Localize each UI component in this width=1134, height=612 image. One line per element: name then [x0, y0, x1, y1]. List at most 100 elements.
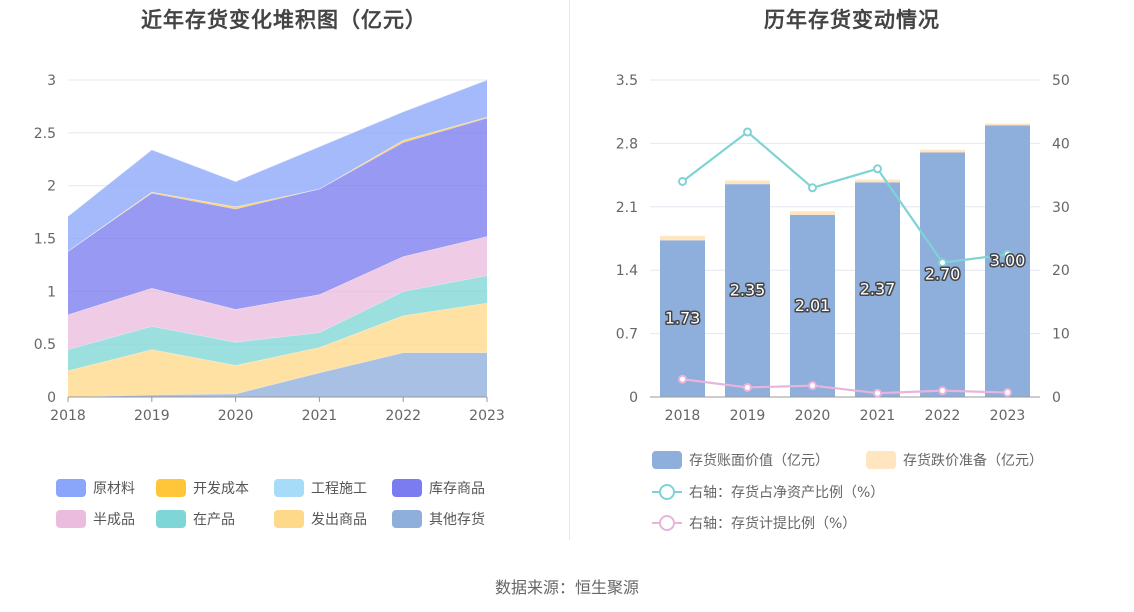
bar-value-label: 1.73	[665, 309, 701, 328]
data-source-footer: 数据来源：恒生聚源	[494, 578, 639, 597]
legend-swatch	[866, 451, 896, 469]
bar-impairment[interactable]	[790, 211, 835, 215]
bar-impairment[interactable]	[920, 149, 965, 153]
legend-label: 右轴：存货计提比例（%）	[689, 516, 857, 532]
line-point[interactable]	[1003, 249, 1012, 259]
line-point[interactable]	[873, 388, 882, 398]
line-point[interactable]	[678, 176, 687, 186]
line-point[interactable]	[938, 258, 947, 268]
left-x-tick-label: 2018	[50, 408, 86, 424]
bar-value-label: 3.00	[990, 251, 1026, 270]
legend-swatch	[274, 479, 304, 497]
line-point[interactable]	[1003, 388, 1012, 398]
left-legend-item[interactable]: 工程施工	[274, 478, 367, 498]
line-point[interactable]	[678, 374, 687, 384]
right-x-tick-label: 2019	[730, 408, 766, 424]
legend-label: 在产品	[193, 512, 235, 528]
left-x-tick-label: 2019	[134, 408, 170, 424]
stacked-area-chart: 0 0.5 1 1.5 2 2.5 3 2018 2019 2020 2021 2022 2023	[34, 73, 505, 424]
left-y-tick-label: 1	[47, 284, 56, 300]
legend-swatch	[56, 479, 86, 497]
line-point[interactable]	[743, 382, 752, 392]
legend-label: 工程施工	[311, 481, 367, 497]
legend-swatch	[56, 510, 86, 528]
right-legend-item[interactable]: 存货跌价准备（亿元）	[866, 450, 1043, 470]
right-x-tick-label: 2018	[665, 408, 701, 424]
legend-swatch	[156, 479, 186, 497]
legend-swatch	[274, 510, 304, 528]
right-y-tick-label: 2.1	[616, 200, 638, 216]
right-y-tick-label: 1.4	[616, 263, 638, 279]
right-y2-tick-label: 40	[1052, 136, 1070, 152]
area-edge-7	[67, 79, 488, 217]
right-y2-tick-label: 20	[1052, 263, 1070, 279]
area-3	[68, 236, 487, 350]
legend-swatch	[156, 510, 186, 528]
left-legend-item[interactable]: 半成品	[56, 509, 135, 529]
right-y-tick-label: 3.5	[616, 73, 638, 89]
left-chart-panel: 近年存货变化堆积图（亿元） 0 0.5 1 1.5 2 2.5 3 2018 2019 2020 2…	[0, 0, 568, 560]
legend-label: 存货账面价值（亿元）	[689, 453, 829, 469]
left-chart-legend: 原材料 开发成本 工程施工 库存商品半成品 在产品 发出商品 其他存货	[0, 478, 568, 538]
bar-impairment[interactable]	[660, 235, 705, 241]
bar-value-label: 2.35	[730, 281, 766, 300]
left-y-tick-label: 1.5	[34, 232, 56, 248]
legend-label: 其他存货	[429, 512, 485, 528]
left-legend-item[interactable]: 开发成本	[156, 478, 249, 498]
bar-book-value[interactable]	[985, 125, 1030, 398]
legend-label: 库存商品	[429, 481, 485, 497]
area-2	[68, 275, 487, 371]
right-y2-tick-label: 10	[1052, 327, 1070, 343]
legend-label: 半成品	[93, 512, 135, 528]
line-point[interactable]	[808, 183, 817, 193]
line-point[interactable]	[743, 127, 752, 137]
bar-impairment[interactable]	[725, 180, 770, 185]
line-series-0	[681, 130, 1008, 264]
area-4	[68, 118, 487, 315]
left-x-tick-label: 2022	[385, 408, 421, 424]
panel-divider	[569, 0, 570, 540]
area-0	[68, 352, 487, 397]
line-point[interactable]	[873, 164, 882, 174]
left-y-tick-label: 2.5	[34, 126, 56, 142]
line-series-1	[682, 378, 1008, 395]
bar-impairment[interactable]	[855, 179, 900, 183]
bar-book-value[interactable]	[660, 240, 705, 397]
left-x-tick-label: 2023	[469, 408, 505, 424]
area-7	[68, 80, 487, 252]
legend-line-swatch	[652, 514, 682, 532]
left-x-tick-label: 2020	[218, 408, 254, 424]
legend-label: 原材料	[93, 481, 135, 497]
bar-line-chart: 0 0.7 1.4 2.1 2.8 3.5 0 10 20 30 40 50 2018 2019 2020 2…	[616, 73, 1070, 424]
right-legend-line-item[interactable]: 右轴：存货计提比例（%）	[652, 513, 856, 533]
left-y-tick-label: 2	[47, 179, 56, 195]
legend-line-swatch	[652, 483, 682, 501]
legend-swatch	[392, 479, 422, 497]
right-legend-line-item[interactable]: 右轴：存货占净资产比例（%）	[652, 482, 884, 502]
right-chart-title: 历年存货变动情况	[764, 8, 940, 32]
bar-book-value[interactable]	[855, 182, 900, 397]
bar-book-value[interactable]	[790, 214, 835, 397]
right-legend-item[interactable]: 存货账面价值（亿元）	[652, 450, 829, 470]
left-legend-item[interactable]: 原材料	[56, 478, 135, 498]
legend-swatch	[652, 451, 682, 469]
right-y2-tick-label: 0	[1052, 390, 1061, 406]
bar-book-value[interactable]	[920, 152, 965, 397]
left-legend-item[interactable]: 库存商品	[392, 478, 485, 498]
line-point[interactable]	[938, 386, 947, 396]
legend-label: 发出商品	[311, 512, 367, 528]
right-x-tick-label: 2022	[925, 408, 961, 424]
left-legend-item[interactable]: 在产品	[156, 509, 235, 529]
right-x-tick-label: 2023	[990, 408, 1026, 424]
line-point[interactable]	[808, 381, 817, 391]
bar-book-value[interactable]	[725, 184, 770, 397]
left-y-tick-label: 0	[47, 390, 56, 406]
right-x-tick-label: 2021	[860, 408, 896, 424]
left-legend-item[interactable]: 发出商品	[274, 509, 367, 529]
left-legend-item[interactable]: 其他存货	[392, 509, 485, 529]
legend-label: 存货跌价准备（亿元）	[903, 453, 1043, 469]
bar-impairment[interactable]	[985, 123, 1030, 126]
right-y-tick-label: 2.8	[616, 136, 638, 152]
right-chart-legend: 存货账面价值（亿元） 存货跌价准备（亿元） 右轴：存货占净资产比例（%） 右轴：存货计…	[570, 446, 1134, 541]
bar-value-label: 2.70	[925, 265, 961, 284]
